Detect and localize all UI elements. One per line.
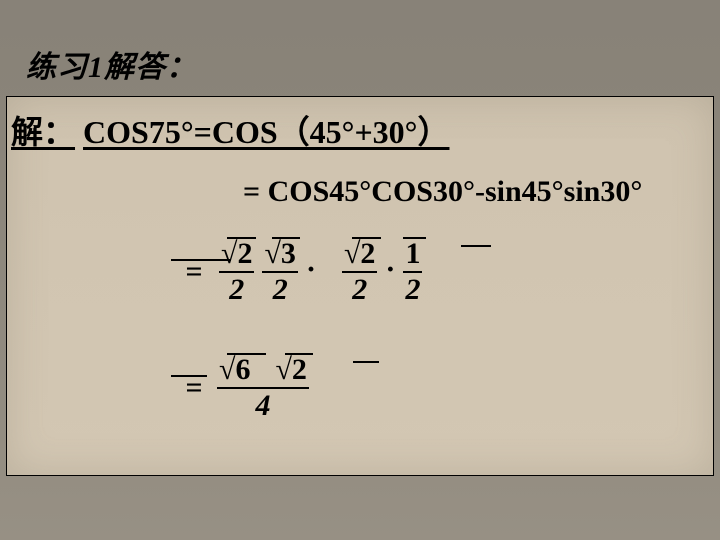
num-sqrt3: √3 xyxy=(264,239,295,269)
equals-sign: = xyxy=(173,255,215,289)
line-expanded: = COS45°COS30°-sin45°sin30° xyxy=(243,175,642,209)
den-2: 2 xyxy=(227,273,246,305)
den-2: 2 xyxy=(403,273,422,305)
page-title: 练习1解答： xyxy=(26,42,197,86)
num-sqrt2: √2 xyxy=(221,239,252,269)
den-2: 2 xyxy=(350,273,369,305)
num-sqrt6: √6 xyxy=(219,355,250,385)
frac-4: 1 2 xyxy=(403,239,422,305)
den-2: 2 xyxy=(271,273,290,305)
frac-1: √2 2 xyxy=(219,239,254,305)
equals-sign: = xyxy=(173,371,215,405)
line-lhs: 解： COS75°=COS（45°+30°） xyxy=(11,107,449,153)
num-1: 1 xyxy=(405,239,420,269)
line-step1: = √2 2 √3 2 · √2 2 · 1 2 xyxy=(173,239,426,305)
solution-prefix: 解： xyxy=(11,114,75,150)
overline-fragment xyxy=(461,245,491,247)
frac-3: √2 2 xyxy=(342,239,377,305)
frac-2: √3 2 xyxy=(262,239,297,305)
dot-icon: · xyxy=(385,253,395,287)
num-sqrt2: √2 xyxy=(275,355,306,385)
den-4: 4 xyxy=(253,389,272,421)
line-step2: = √6 √2 4 xyxy=(173,355,313,421)
solution-card: 解： COS75°=COS（45°+30°） = COS45°COS30°-si… xyxy=(6,96,714,476)
num-sqrt2: √2 xyxy=(344,239,375,269)
frac-final: √6 √2 4 xyxy=(217,355,309,421)
lhs-expression: COS75°=COS（45°+30°） xyxy=(83,114,449,150)
overline-fragment xyxy=(353,361,379,363)
dot-icon: · xyxy=(306,253,316,287)
